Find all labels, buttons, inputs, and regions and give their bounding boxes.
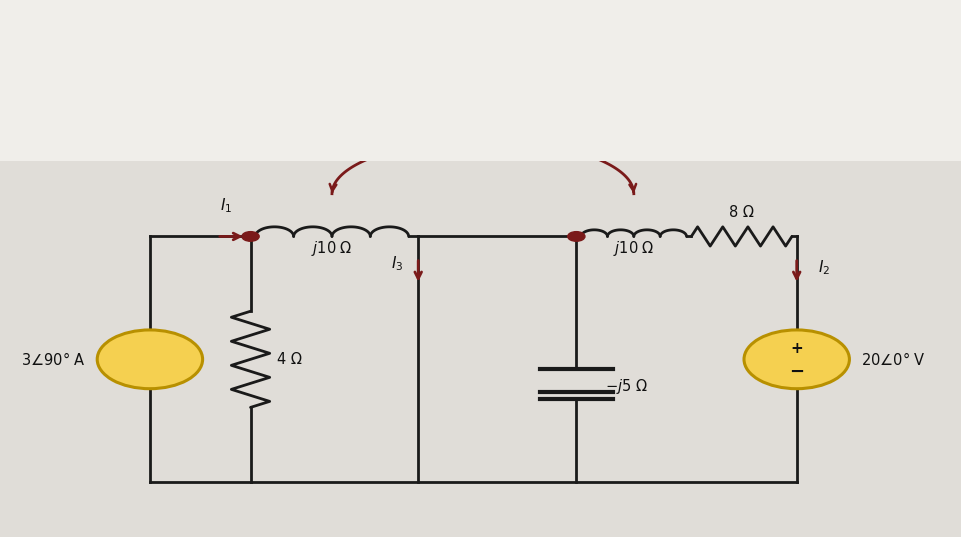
- Text: 3$\angle$90° A: 3$\angle$90° A: [21, 351, 86, 368]
- Text: k = 0.5: k = 0.5: [455, 113, 511, 127]
- Circle shape: [242, 231, 259, 241]
- Text: 20$\angle$0° V: 20$\angle$0° V: [861, 351, 925, 368]
- Text: +: +: [790, 340, 803, 355]
- Text: −: −: [789, 362, 804, 381]
- Text: −$j$5 Ω: −$j$5 Ω: [605, 376, 648, 396]
- Text: $j$10 Ω: $j$10 Ω: [613, 239, 654, 258]
- Text: 4 Ω: 4 Ω: [278, 352, 302, 367]
- Text: ✦: ✦: [51, 56, 62, 70]
- Circle shape: [744, 330, 850, 389]
- Text: Fig. 13.89. Find the energy stored in the coupled: Fig. 13.89. Find the energy stored in th…: [87, 57, 503, 75]
- Text: $I_2$: $I_2$: [818, 258, 830, 277]
- Text: 8 Ω: 8 Ω: [729, 206, 754, 220]
- Circle shape: [568, 231, 585, 241]
- Circle shape: [97, 330, 203, 389]
- Text: $I_3$: $I_3$: [391, 254, 404, 272]
- Text: 13.20  Determine currents $I_1$, $I_2$, and $I_3$ in the circuit of: 13.20 Determine currents $I_1$, $I_2$, a…: [87, 14, 551, 35]
- Text: $\mathbf{ML}$ coils at $t$ = 2 ms. Take $\omega$ = 1,000 rad/s.: $\mathbf{ML}$ coils at $t$ = 2 ms. Take …: [87, 100, 454, 119]
- Text: $I_1$: $I_1$: [220, 197, 233, 215]
- Text: ▣: ▣: [24, 56, 37, 70]
- Text: $j$10 Ω: $j$10 Ω: [311, 239, 353, 258]
